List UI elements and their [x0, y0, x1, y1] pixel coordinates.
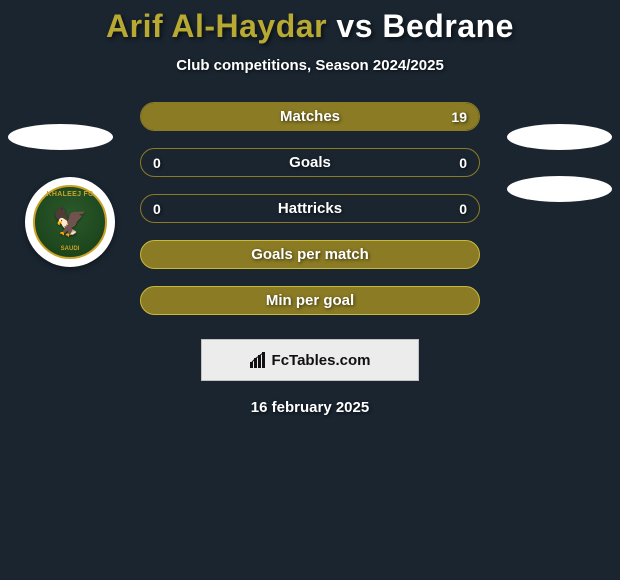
club-badge-inner: KHALEEJ FC 🦅 SAUDI: [33, 185, 107, 259]
vs-separator: vs: [336, 8, 373, 44]
player2-slot-icon: [507, 124, 612, 150]
date-label: 16 february 2025: [0, 399, 620, 416]
stat-bar: Matches 19: [140, 102, 480, 131]
page-title: Arif Al-Haydar vs Bedrane: [0, 8, 620, 45]
stat-label: Goals per match: [251, 246, 369, 263]
club-badge-top-text: KHALEEJ FC: [47, 191, 94, 198]
stat-bar: Goals per match: [140, 240, 480, 269]
player1-name: Arif Al-Haydar: [106, 8, 327, 44]
stats-bars: Matches 19 0 Goals 0 0 Hattricks 0 Goals per mat…: [140, 102, 480, 315]
stat-value-right: 19: [451, 109, 467, 125]
stat-bar: Min per goal: [140, 286, 480, 315]
stat-bar: 0 Goals 0: [140, 148, 480, 177]
club-badge: KHALEEJ FC 🦅 SAUDI: [25, 177, 115, 267]
stat-label: Min per goal: [266, 292, 354, 309]
subtitle: Club competitions, Season 2024/2025: [0, 57, 620, 74]
stat-value-right: 0: [459, 155, 467, 171]
player2-name: Bedrane: [382, 8, 514, 44]
eagle-icon: 🦅: [53, 208, 88, 236]
stat-label: Goals: [289, 154, 331, 171]
watermark: FcTables.com: [201, 339, 419, 381]
player1-slot-icon: [8, 124, 113, 150]
stat-label: Hattricks: [278, 200, 342, 217]
stat-bar: 0 Hattricks 0: [140, 194, 480, 223]
club-badge-bottom-text: SAUDI: [61, 246, 80, 252]
stat-value-left: 0: [153, 155, 161, 171]
stat-value-right: 0: [459, 201, 467, 217]
stat-value-left: 0: [153, 201, 161, 217]
player2-slot-icon: [507, 176, 612, 202]
stat-label: Matches: [280, 108, 340, 125]
watermark-text: FcTables.com: [272, 352, 371, 369]
bar-chart-icon: [250, 352, 268, 368]
